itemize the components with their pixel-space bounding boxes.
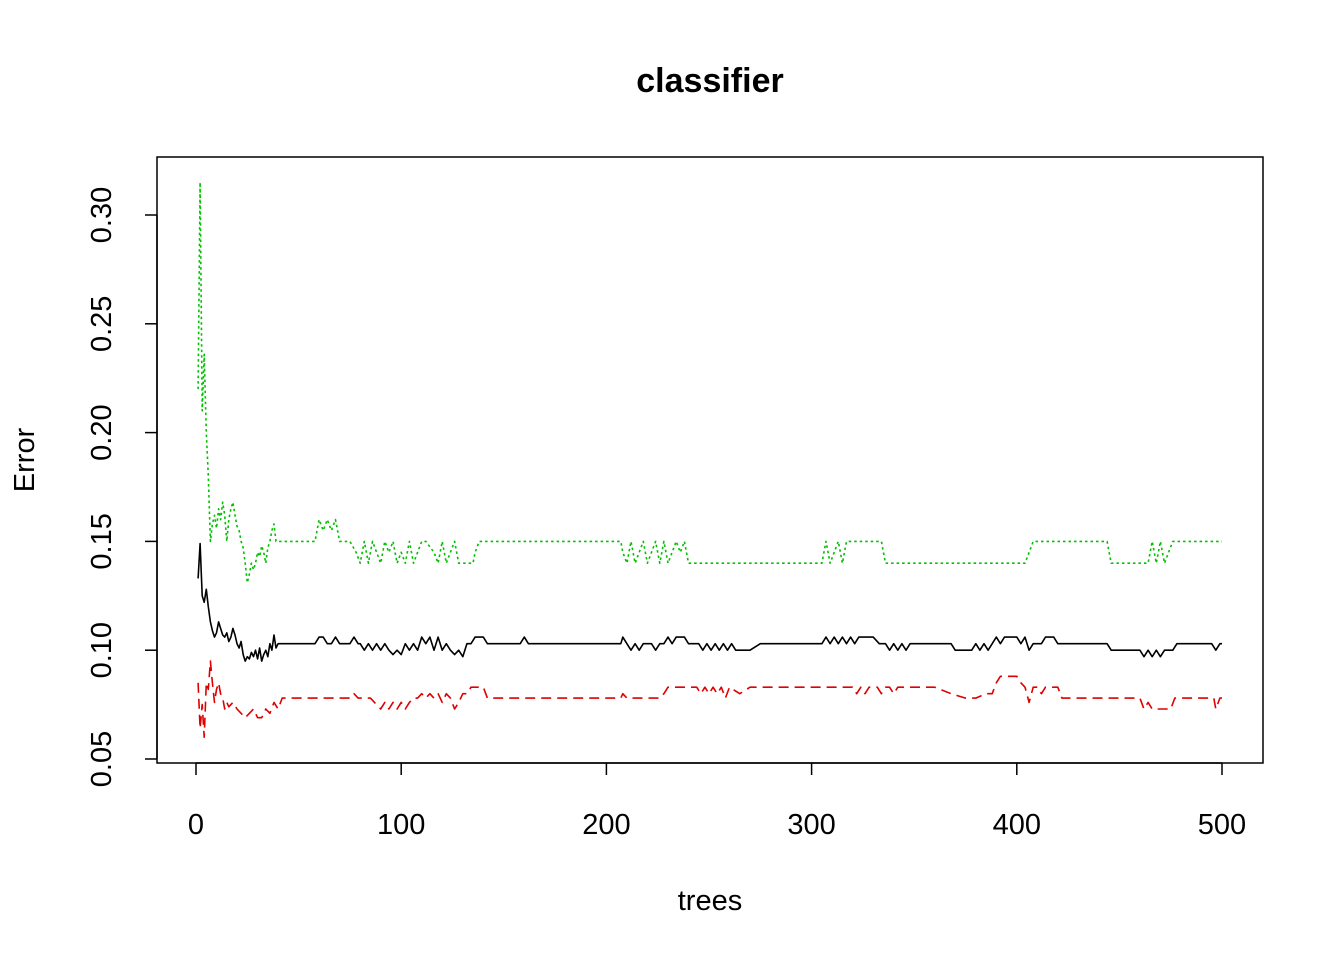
x-tick-label: 400 <box>993 809 1041 841</box>
y-tick-label: 0.30 <box>86 187 118 243</box>
y-tick-label: 0.15 <box>86 513 118 569</box>
y-axis: 0.05 0.10 0.15 0.20 0.25 0.30 <box>86 187 158 787</box>
y-tick-label: 0.05 <box>86 731 118 787</box>
chart-title: classifier <box>636 62 783 100</box>
series-layer <box>197 181 1222 738</box>
y-tick-label: 0.20 <box>86 404 118 460</box>
y-tick-label: 0.10 <box>86 622 118 678</box>
x-tick-label: 500 <box>1198 809 1246 841</box>
x-tick-label: 300 <box>787 809 835 841</box>
series-line-oob <box>197 542 1222 662</box>
x-axis: 0 100 200 300 400 500 <box>188 762 1246 841</box>
x-tick-label: 200 <box>582 809 630 841</box>
series-line-class-1 <box>197 660 1222 738</box>
y-tick-label: 0.25 <box>86 296 118 352</box>
series-line-class-2 <box>197 181 1222 584</box>
y-axis-label: Error <box>9 427 41 492</box>
x-tick-label: 100 <box>377 809 425 841</box>
x-tick-label: 0 <box>188 809 204 841</box>
x-axis-label: trees <box>678 885 742 917</box>
